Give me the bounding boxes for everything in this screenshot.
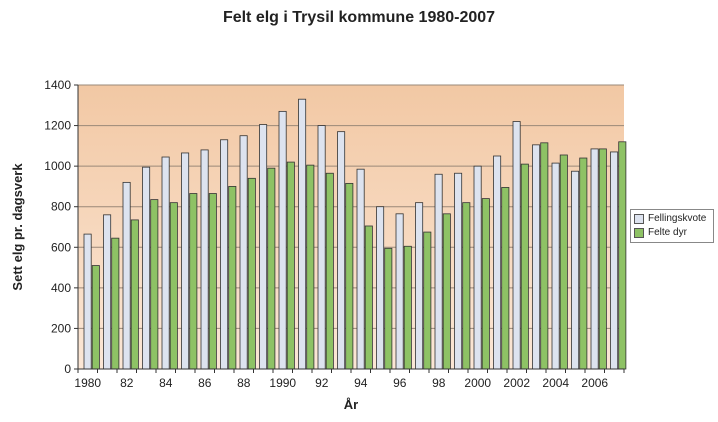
bar-fellingskvote: [376, 206, 385, 370]
y-tick-label: 600: [51, 240, 71, 254]
bars: [83, 98, 627, 370]
chart-title: Felt elg i Trysil kommune 1980-2007: [222, 9, 496, 26]
bar-fellingskvote: [220, 139, 229, 370]
bar-fellingskvote: [83, 233, 92, 370]
bar-fellingskvote: [200, 149, 209, 370]
legend-swatch-fellingskvote: [634, 214, 644, 224]
x-tick-label: 2004: [542, 376, 569, 390]
bar-felte-dyr: [247, 177, 256, 370]
bar-fellingskvote: [395, 213, 404, 370]
bar-felte-dyr: [286, 161, 295, 370]
bar-felte-dyr: [364, 225, 373, 370]
bar-fellingskvote: [337, 131, 346, 370]
bar-fellingskvote: [434, 173, 443, 370]
x-axis-label: År: [344, 397, 358, 412]
tick-labels: 0 200 400 600 800 1000 1200 1400 1980 82 84 86 88 199…: [44, 78, 608, 390]
bar-felte-dyr: [228, 186, 237, 370]
bar-felte-dyr: [111, 237, 120, 370]
bar-fellingskvote: [415, 202, 424, 370]
bar-felte-dyr: [598, 148, 607, 370]
bar-felte-dyr: [618, 141, 627, 370]
bar-fellingskvote: [103, 214, 112, 370]
x-tick-label: 86: [198, 376, 212, 390]
bar-fellingskvote: [590, 148, 599, 370]
x-tick-label: 94: [354, 376, 368, 390]
legend-swatch-felte-dyr: [634, 228, 644, 238]
y-axis-label: Sett elg pr. dagsverk: [10, 163, 25, 291]
bar-fellingskvote: [454, 172, 463, 370]
bar-felte-dyr: [130, 219, 139, 370]
x-tick-label: 1990: [269, 376, 296, 390]
bar-felte-dyr: [520, 163, 529, 370]
bar-felte-dyr: [208, 193, 217, 370]
x-tick-label: 1980: [74, 376, 101, 390]
bar-felte-dyr: [462, 202, 471, 370]
bar-fellingskvote: [571, 170, 580, 370]
axes: [74, 84, 625, 373]
bar-felte-dyr: [442, 213, 451, 370]
x-tick-label: 88: [237, 376, 251, 390]
y-tick-label: 1400: [44, 78, 71, 92]
y-tick-label: 200: [51, 321, 71, 335]
y-tick-label: 800: [51, 200, 71, 214]
bar-fellingskvote: [142, 166, 151, 370]
x-tick-label: 96: [393, 376, 407, 390]
bar-felte-dyr: [579, 157, 588, 370]
bar-fellingskvote: [551, 162, 560, 370]
x-tick-label: 2002: [503, 376, 530, 390]
legend-item-felte-dyr: Felte dyr: [634, 226, 710, 240]
bar-felte-dyr: [150, 199, 159, 370]
bar-fellingskvote: [298, 98, 307, 370]
x-tick-label: 2006: [581, 376, 608, 390]
legend-label-felte-dyr: Felte dyr: [648, 227, 687, 238]
bar-fellingskvote: [181, 152, 190, 370]
bar-felte-dyr: [481, 198, 490, 370]
bar-felte-dyr: [345, 182, 354, 370]
bar-felte-dyr: [423, 231, 432, 370]
bar-felte-dyr: [267, 167, 276, 370]
bar-fellingskvote: [512, 121, 521, 370]
bar-fellingskvote: [122, 181, 131, 370]
y-tick-label: 1200: [44, 119, 71, 133]
x-tick-label: 2000: [464, 376, 491, 390]
x-tick-label: 82: [120, 376, 134, 390]
bar-fellingskvote: [259, 124, 268, 370]
legend-label-fellingskvote: Fellingskvote: [648, 213, 707, 224]
x-tick-label: 98: [432, 376, 446, 390]
y-tick-label: 1000: [44, 159, 71, 173]
y-tick-label: 400: [51, 281, 71, 295]
bar-felte-dyr: [91, 265, 100, 370]
bar-fellingskvote: [610, 151, 619, 370]
bar-fellingskvote: [278, 110, 287, 370]
bar-felte-dyr: [559, 154, 568, 370]
bar-fellingskvote: [356, 168, 365, 370]
bar-felte-dyr: [325, 172, 334, 370]
x-tick-label: 84: [159, 376, 173, 390]
y-tick-label: 0: [64, 362, 71, 376]
bar-felte-dyr: [540, 142, 549, 370]
bar-fellingskvote: [239, 135, 248, 370]
legend-item-fellingskvote: Fellingskvote: [634, 212, 710, 226]
bar-fellingskvote: [161, 156, 170, 370]
bar-felte-dyr: [189, 193, 198, 370]
legend: Fellingskvote Felte dyr: [630, 209, 714, 243]
bar-fellingskvote: [532, 144, 541, 370]
bar-felte-dyr: [403, 245, 412, 370]
bar-felte-dyr: [306, 164, 315, 370]
bar-fellingskvote: [493, 155, 502, 370]
x-tick-label: 92: [315, 376, 329, 390]
bar-fellingskvote: [317, 125, 326, 370]
bar-felte-dyr: [501, 187, 510, 370]
bar-fellingskvote: [473, 165, 482, 370]
bar-felte-dyr: [169, 202, 178, 370]
bar-felte-dyr: [384, 247, 393, 370]
